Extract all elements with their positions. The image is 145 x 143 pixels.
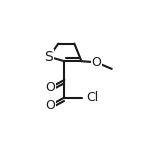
Text: Cl: Cl — [86, 91, 99, 104]
Text: O: O — [45, 99, 55, 112]
Text: O: O — [45, 81, 55, 94]
Text: O: O — [91, 56, 101, 69]
Text: S: S — [45, 50, 53, 64]
